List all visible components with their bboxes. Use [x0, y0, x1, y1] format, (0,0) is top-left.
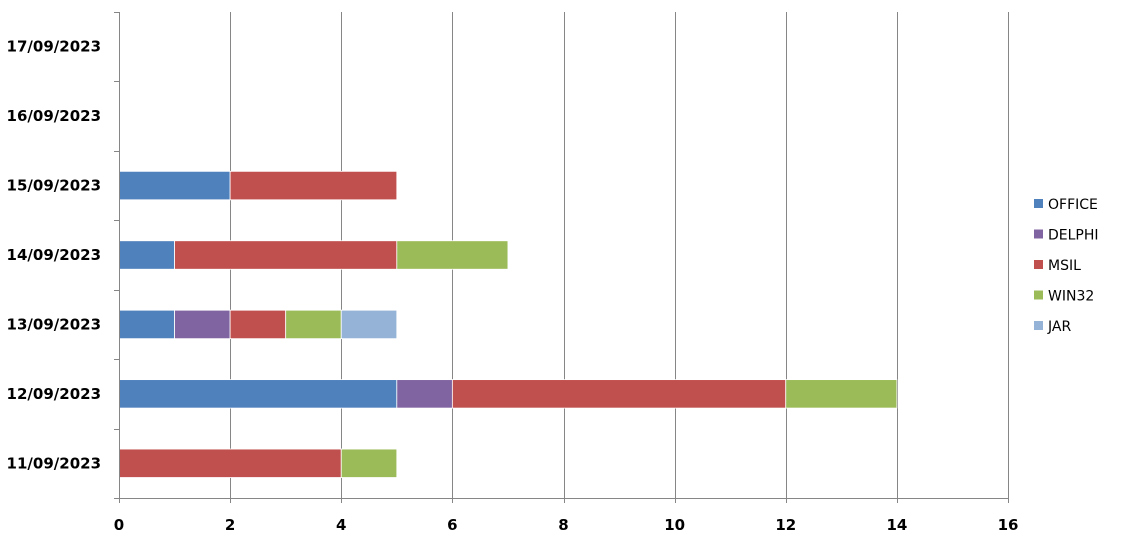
- y-tick-label: 11/09/2023: [7, 454, 101, 472]
- x-tick-label: 12: [775, 516, 796, 534]
- y-tick-label: 12/09/2023: [7, 385, 101, 403]
- legend-swatch-jar: [1034, 321, 1043, 330]
- x-tick-label: 2: [225, 516, 235, 534]
- legend-swatch-office: [1034, 199, 1043, 208]
- y-tick-label: 14/09/2023: [7, 246, 101, 264]
- legend-swatch-msil: [1034, 260, 1043, 269]
- bar-delphi-12-09-2023: [396, 379, 453, 409]
- x-tick-label: 10: [664, 516, 685, 534]
- axis-labels: 11/09/2023 12/09/2023 13/09/2023 14/09/2023…: [7, 38, 1019, 534]
- legend-label-msil: MSIL: [1048, 258, 1081, 274]
- bar-win32-14-09-2023: [396, 240, 509, 270]
- legend: OFFICE DELPHI MSIL WIN32 JAR: [1034, 197, 1099, 335]
- legend-label-win32: WIN32: [1048, 289, 1094, 305]
- x-tick-label: 16: [998, 516, 1019, 534]
- y-tick-label: 16/09/2023: [7, 107, 101, 125]
- bar-delphi-13-09-2023: [174, 309, 231, 340]
- bar-msil-13-09-2023: [229, 309, 287, 340]
- bars: [118, 170, 898, 478]
- y-tick-label: 15/09/2023: [7, 177, 101, 195]
- legend-swatch-win32: [1034, 290, 1043, 300]
- legend-swatch-delphi: [1034, 229, 1043, 239]
- bar-win32-13-09-2023: [285, 309, 342, 340]
- x-tick-label: 8: [558, 516, 568, 534]
- x-tick-label: 6: [447, 516, 457, 534]
- legend-label-jar: JAR: [1047, 319, 1071, 335]
- bar-msil-14-09-2023: [174, 240, 398, 270]
- bar-msil-12-09-2023: [451, 379, 787, 409]
- bar-win32-11-09-2023: [340, 448, 398, 478]
- legend-label-office: OFFICE: [1048, 197, 1098, 213]
- bar-msil-11-09-2023: [118, 448, 342, 478]
- legend-label-delphi: DELPHI: [1048, 228, 1099, 244]
- bar-office-14-09-2023: [118, 240, 175, 270]
- axes: [114, 12, 1009, 503]
- y-tick-label: 17/09/2023: [7, 38, 101, 56]
- bar-office-13-09-2023: [118, 309, 175, 340]
- x-tick-label: 0: [114, 516, 124, 534]
- bar-office-12-09-2023: [118, 379, 398, 409]
- bar-office-15-09-2023: [118, 170, 231, 201]
- bar-msil-15-09-2023: [229, 170, 398, 201]
- bar-jar-13-09-2023: [340, 309, 398, 340]
- x-tick-label: 4: [336, 516, 346, 534]
- x-tick-label: 14: [886, 516, 907, 534]
- y-tick-label: 13/09/2023: [7, 315, 101, 333]
- bar-win32-12-09-2023: [785, 379, 898, 409]
